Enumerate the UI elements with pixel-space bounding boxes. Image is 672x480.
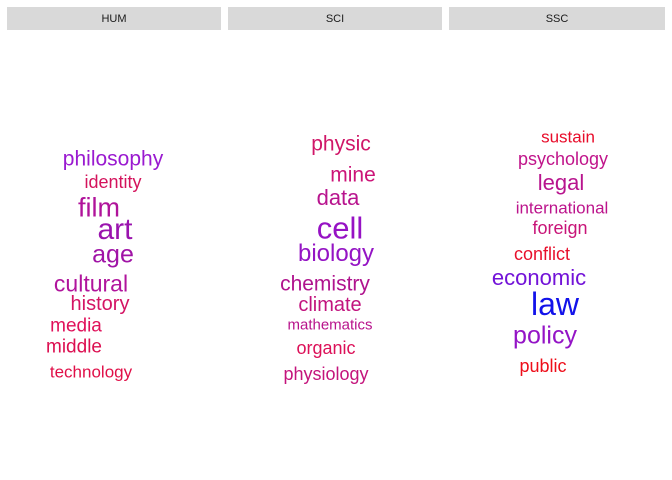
word-mine: mine: [330, 163, 376, 187]
word-policy: policy: [513, 321, 577, 350]
word-technology: technology: [49, 362, 133, 382]
word-psychology: psychology: [517, 149, 609, 169]
word-cloud-ssc: sustain psychology legal international forei…: [449, 30, 665, 472]
word-cloud-hum: philosophy identity film art age cultural hist…: [7, 30, 221, 472]
word-climate: climate: [298, 294, 362, 316]
word-organic: organic: [296, 338, 356, 358]
word-media: media: [50, 315, 102, 337]
word-conflict: conflict: [513, 244, 571, 264]
word-international: international: [515, 198, 609, 218]
strip-label-hum: HUM: [7, 7, 221, 30]
strip-label-sci: SCI: [228, 7, 442, 30]
word-cloud-sci: physic mine data cell biology chemistry climat…: [228, 30, 442, 472]
word-identity: identity: [84, 172, 142, 192]
word-physiology: physiology: [283, 364, 369, 384]
strip-label-ssc: SSC: [449, 7, 665, 30]
word-art: art: [97, 213, 133, 246]
word-economic: economic: [491, 265, 587, 290]
word-history: history: [70, 293, 130, 315]
word-law: law: [530, 286, 580, 322]
word-film: film: [78, 192, 120, 223]
word-cultural: cultural: [53, 270, 129, 297]
word-cell: cell: [316, 210, 364, 246]
word-mathematics: mathematics: [287, 316, 373, 334]
word-sustain: sustain: [541, 127, 595, 147]
word-public: public: [519, 356, 567, 376]
panel-ssc: SSC sustain psychology legal international f…: [449, 7, 665, 472]
word-legal: legal: [537, 170, 585, 195]
word-age: age: [92, 240, 134, 269]
word-philosophy: philosophy: [62, 147, 164, 171]
word-biology: biology: [297, 240, 375, 267]
word-data: data: [316, 185, 360, 210]
word-foreign: foreign: [532, 218, 588, 238]
panel-hum: HUM philosophy identity film art age cultural…: [7, 7, 221, 472]
word-chemistry: chemistry: [280, 272, 370, 296]
word-physic: physic: [311, 132, 371, 156]
word-middle: middle: [46, 336, 102, 358]
panel-sci: SCI physic mine data cell biology chemistry cl…: [228, 7, 442, 472]
